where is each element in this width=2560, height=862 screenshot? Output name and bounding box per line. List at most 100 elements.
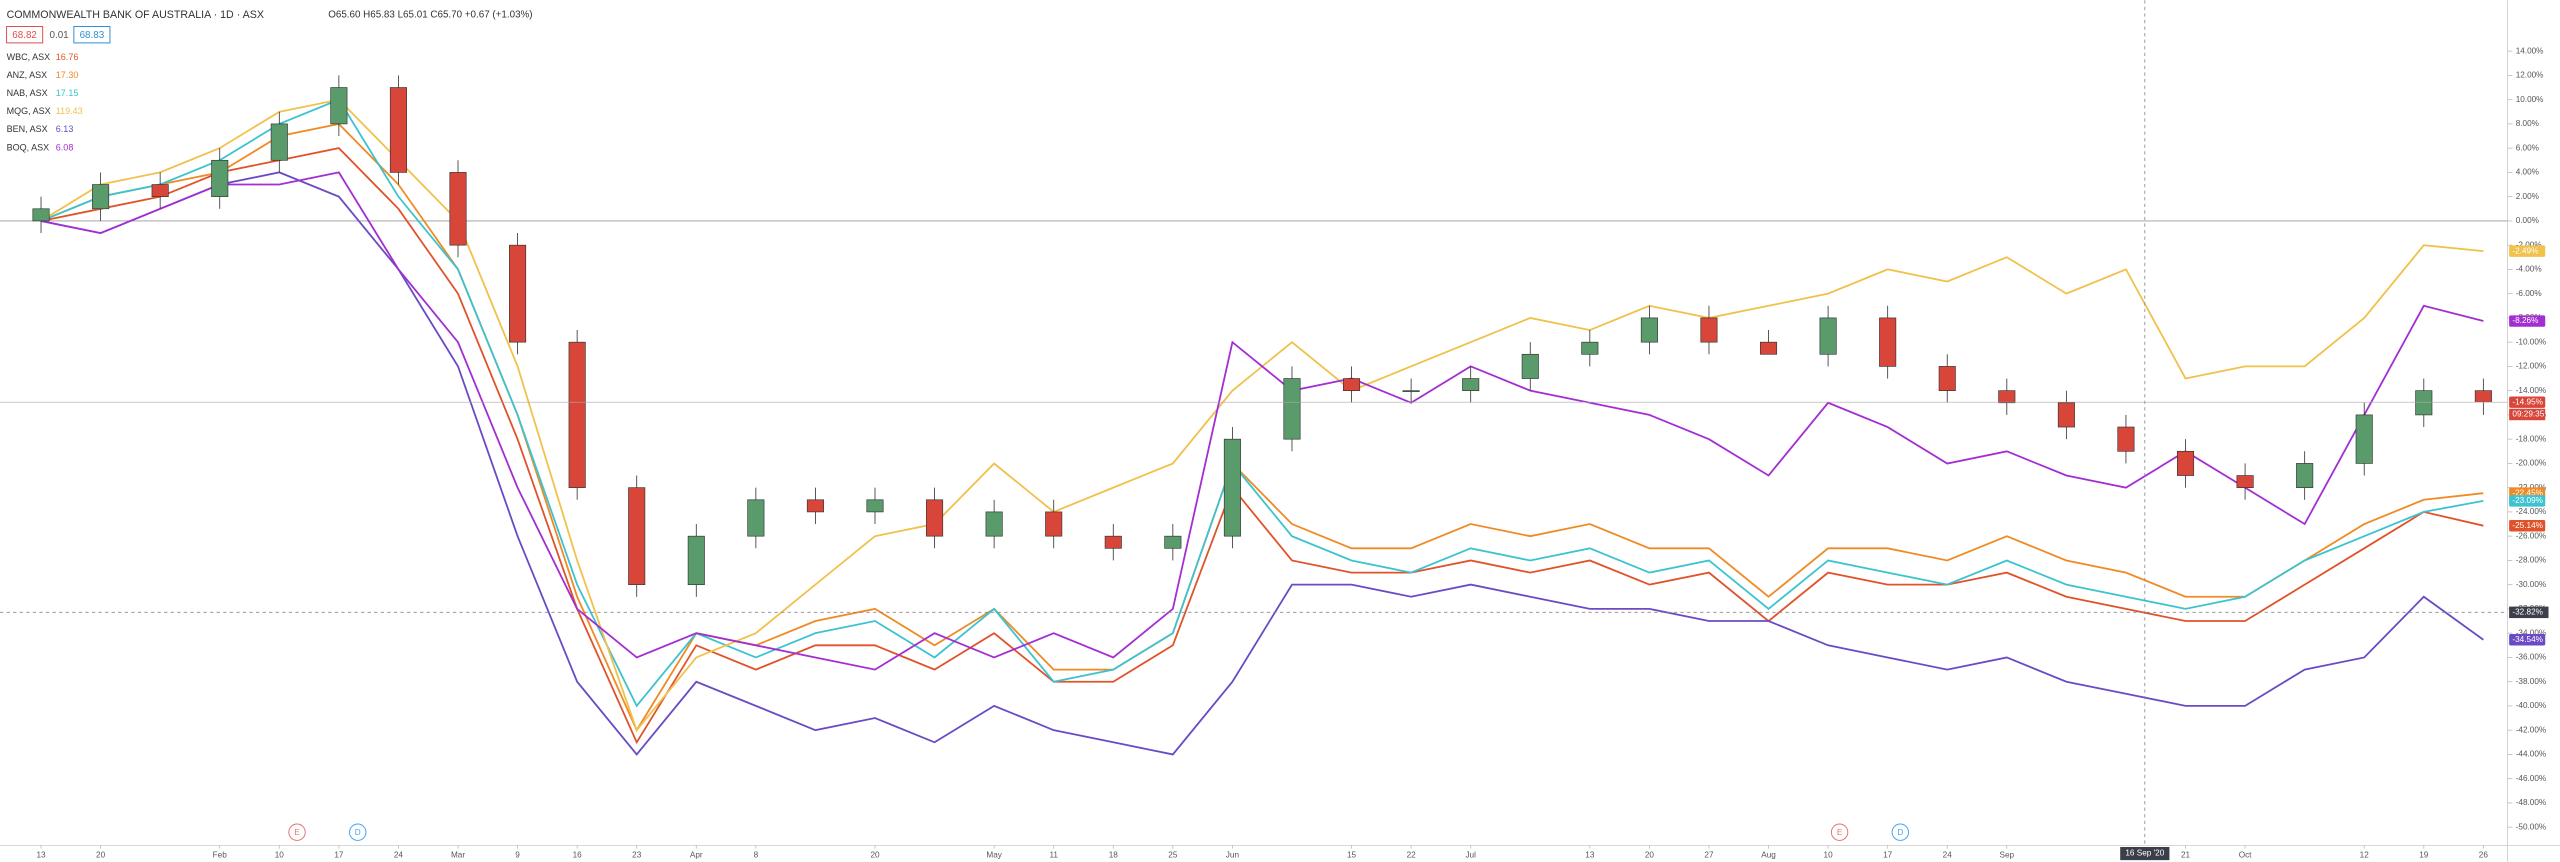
legend-value: 17.15: [56, 88, 79, 98]
countdown: 09:29:35: [2512, 410, 2544, 419]
countdown-badge: [2509, 408, 2546, 421]
y-tick-label: -20.00%: [2516, 459, 2547, 468]
candle-body: [1998, 390, 2016, 404]
bid: 68.82: [12, 30, 37, 41]
x-tick-label: 23: [632, 850, 642, 859]
candle-body: [449, 172, 467, 246]
last-value-label: -25.14%: [2512, 521, 2543, 530]
x-tick-label: 13: [1585, 850, 1595, 859]
candle-body: [509, 244, 527, 343]
event-marker[interactable]: [1830, 823, 1849, 841]
y-tick-label: -38.00%: [2516, 677, 2547, 686]
x-tick-label: Apr: [690, 850, 703, 859]
event-marker[interactable]: [349, 823, 367, 841]
legend-value: 6.13: [56, 124, 74, 134]
x-tick-label: Jul: [1465, 850, 1476, 859]
candle-body: [1700, 317, 1718, 343]
y-tick-label: -48.00%: [2516, 798, 2547, 807]
ask-box[interactable]: [73, 25, 111, 44]
x-tick-label: 9: [515, 850, 520, 859]
legend-name: NAB, ASX: [7, 88, 48, 98]
x-tick-label: 25: [1168, 850, 1178, 859]
y-tick-label: 10.00%: [2516, 95, 2544, 104]
x-tick-label: 13: [36, 850, 46, 859]
y-tick-label: -46.00%: [2516, 774, 2547, 783]
candle-body: [1283, 378, 1301, 440]
series-line: [40, 147, 2484, 745]
x-tick-label: 26: [2479, 850, 2489, 859]
y-tick-label: -4.00%: [2516, 265, 2542, 274]
x-tick-label: 19: [2419, 850, 2429, 859]
x-tick-label: 20: [96, 850, 106, 859]
series-line: [40, 171, 2484, 671]
candle-body: [1104, 535, 1122, 549]
y-tick-label: -12.00%: [2516, 362, 2547, 371]
y-tick-label: -2.00%: [2516, 240, 2542, 249]
legend-value: 17.30: [56, 70, 79, 80]
candle-body: [2236, 475, 2254, 488]
candle-body: [687, 535, 705, 585]
x-tick-label: 24: [394, 850, 404, 859]
last-value-badge: [2509, 396, 2546, 408]
spread: 0.01: [50, 30, 69, 41]
candle-body: [1819, 317, 1837, 355]
bid-box[interactable]: [6, 25, 44, 44]
crosshair-value: -32.82%: [2512, 608, 2543, 617]
candle-body: [1164, 535, 1182, 549]
candle-body: [1521, 353, 1539, 379]
ohlc: O65.60 H65.83 L65.01 C65.70 +0.67 (+1.03…: [328, 10, 532, 21]
candle-body: [628, 487, 646, 585]
candle-body: [270, 123, 288, 161]
legend-name: ANZ, ASX: [7, 70, 48, 80]
x-tick-label: Sep: [2000, 850, 2015, 859]
last-value-label: -22.45%: [2512, 488, 2543, 497]
legend-name: BOQ, ASX: [7, 142, 50, 152]
event-marker[interactable]: [288, 823, 306, 841]
y-tick-label: -36.00%: [2516, 653, 2547, 662]
x-tick-label: 21: [2181, 850, 2191, 859]
symbol-title[interactable]: COMMONWEALTH BANK OF AUSTRALIA · 1D · AS…: [7, 9, 264, 21]
event-marker[interactable]: [1891, 823, 1910, 841]
y-tick-label: -44.00%: [2516, 750, 2547, 759]
event-label: E: [1837, 828, 1843, 837]
candle-body: [2176, 450, 2195, 476]
x-tick-label: 15: [1347, 850, 1357, 859]
candle-body: [1045, 511, 1063, 537]
crosshair-date-badge: [2120, 847, 2170, 861]
x-tick-label: 10: [1824, 850, 1834, 859]
last-value-badge: [2509, 245, 2546, 257]
y-tick-label: -28.00%: [2516, 556, 2547, 565]
last-value-label: -23.09%: [2512, 496, 2543, 505]
legend-value: 119.43: [56, 106, 83, 116]
y-tick-label: -30.00%: [2516, 580, 2547, 589]
overlay: COMMONWEALTH BANK OF AUSTRALIA · 1D · AS…: [6, 9, 1910, 841]
y-tick-label: -10.00%: [2516, 337, 2547, 346]
candle-body: [1938, 366, 1956, 391]
y-tick-label: -42.00%: [2516, 725, 2547, 734]
last-value-badge: [2509, 519, 2546, 532]
x-tick-label: 20: [870, 850, 880, 859]
y-tick-label: 8.00%: [2516, 119, 2539, 128]
x-tick-label: 12: [2360, 850, 2370, 859]
legend-name: MQG, ASX: [7, 106, 51, 116]
series-line: [40, 171, 2484, 756]
y-tick-label: -50.00%: [2516, 822, 2547, 831]
candle-body: [1462, 378, 1480, 391]
candle-body: [1759, 341, 1778, 355]
y-tick-label: -22.00%: [2516, 483, 2547, 492]
candle-body: [389, 87, 407, 173]
x-tick-label: May: [986, 850, 1002, 859]
legend-value: 6.08: [56, 142, 74, 152]
candle-body: [1640, 317, 1658, 343]
candle-body: [866, 499, 884, 513]
last-value-label: -34.54%: [2512, 635, 2543, 644]
x-tick-label: Jun: [1226, 850, 1240, 859]
candle-body: [32, 208, 50, 222]
y-tick-label: -26.00%: [2516, 531, 2547, 540]
candle-body: [2057, 402, 2075, 428]
candle-body: [2355, 414, 2373, 464]
legend-name: WBC, ASX: [7, 52, 51, 62]
